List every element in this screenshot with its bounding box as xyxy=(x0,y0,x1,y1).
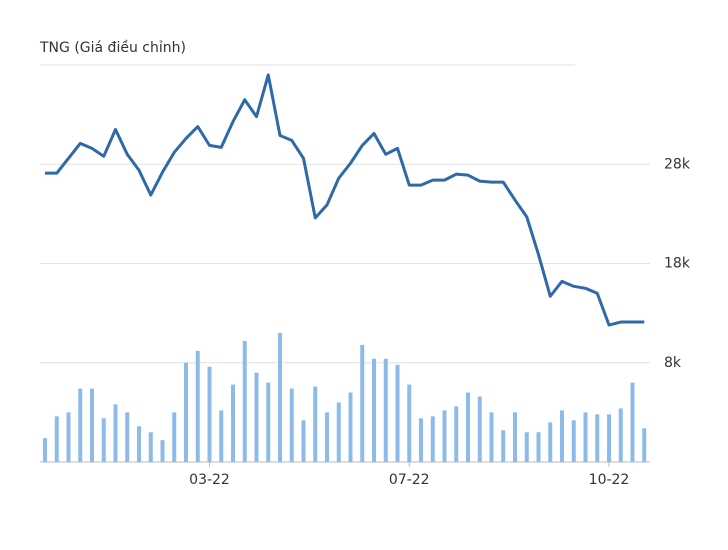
volume-bar xyxy=(278,332,282,462)
volume-bar xyxy=(442,410,447,462)
volume-bar xyxy=(219,410,224,462)
volume-bar xyxy=(66,412,71,462)
volume-bar xyxy=(383,358,388,462)
volume-bar xyxy=(242,340,247,462)
volume-bar xyxy=(101,418,106,462)
y-tick-label: 18k xyxy=(664,256,691,272)
volume-bar xyxy=(536,432,541,462)
volume-bar xyxy=(372,358,376,462)
volume-bar xyxy=(301,420,306,462)
volume-bar xyxy=(336,402,341,462)
volume-bar xyxy=(501,430,506,462)
x-tick-label: 10-22 xyxy=(589,472,630,488)
volume-bar xyxy=(524,432,529,462)
volume-bar xyxy=(548,422,553,462)
x-tick-label: 03-22 xyxy=(189,472,230,488)
volume-bar xyxy=(348,392,353,462)
volume-bar xyxy=(407,384,412,462)
volume-bar xyxy=(137,426,141,462)
volume-bar xyxy=(43,438,47,462)
volume-bar xyxy=(113,404,118,462)
volume-bar xyxy=(90,388,94,462)
volume-bar xyxy=(289,388,294,462)
volume-bar xyxy=(325,412,329,462)
volume-bar xyxy=(477,396,482,462)
x-tick-label: 07-22 xyxy=(389,472,430,488)
volume-bar xyxy=(583,412,588,462)
y-tick-label: 8k xyxy=(664,355,682,371)
volume-bar xyxy=(595,414,600,462)
volume-bar xyxy=(78,388,83,462)
volume-bar xyxy=(454,406,459,462)
volume-bar xyxy=(630,382,635,462)
volume-bar xyxy=(254,372,259,462)
volume-bar xyxy=(571,420,576,462)
price-line xyxy=(45,73,645,327)
volume-bar xyxy=(489,412,494,462)
volume-bar xyxy=(513,412,517,462)
volume-bar xyxy=(207,366,212,462)
volume-bar xyxy=(148,432,153,462)
volume-bar xyxy=(313,386,318,462)
volume-bar xyxy=(395,364,400,462)
volume-bar xyxy=(184,362,188,462)
volume-bar xyxy=(160,440,165,462)
volume-bar xyxy=(642,428,647,462)
volume-bar xyxy=(430,416,435,462)
volume-bar xyxy=(266,382,271,462)
volume-bar xyxy=(560,410,564,462)
volume-bar xyxy=(125,412,130,462)
volume-bar xyxy=(419,418,423,462)
volume-bar xyxy=(360,344,365,462)
volume-bar xyxy=(195,350,200,462)
volume-bar xyxy=(466,392,470,462)
chart-title: TNG (Giá điều chỉnh) xyxy=(39,39,186,56)
volume-bar xyxy=(607,414,611,462)
volume-bar xyxy=(231,384,235,462)
volume-bar xyxy=(54,416,59,462)
volume-bar xyxy=(618,408,623,462)
y-tick-label: 28k xyxy=(664,156,691,172)
volume-bar xyxy=(172,412,177,462)
